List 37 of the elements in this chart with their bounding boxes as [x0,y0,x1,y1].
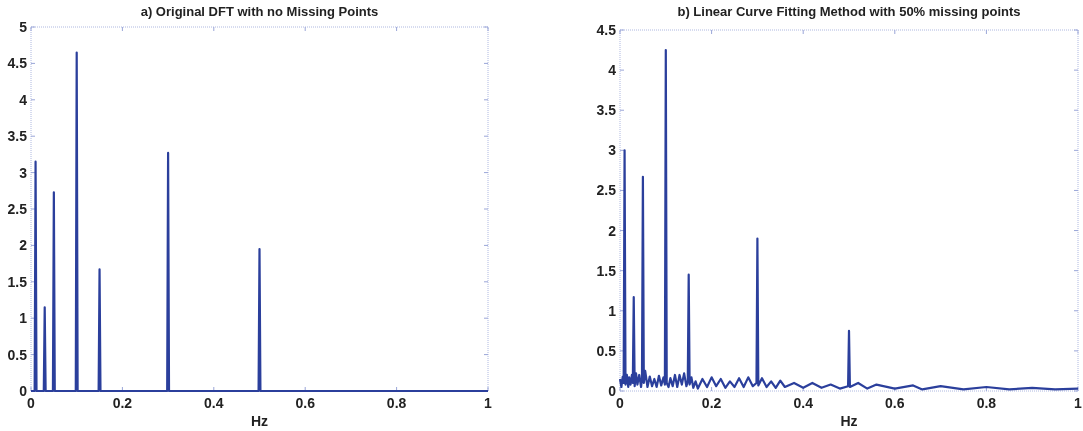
y-tick-label: 4 [608,62,617,79]
x-tick-label: 0.6 [885,395,905,411]
x-tick-label: 0.4 [204,395,224,411]
x-tick-label: 0.8 [386,395,407,411]
y-tick-label: 3 [19,164,28,181]
x-tick-label: 0.6 [295,395,316,411]
x-tick-label: 0.4 [793,395,814,411]
y-tick-label: 3.5 [596,102,617,119]
y-tick-label: 0 [19,383,28,399]
y-tick-label: 2.5 [596,182,617,199]
y-tick-label: 3 [608,142,617,159]
line-series [29,51,490,393]
y-tick-label: 5 [19,19,28,35]
y-tick-label: 4.5 [7,55,28,72]
y-tick-label: 2.5 [7,201,28,217]
x-tick-label: 1 [1074,395,1083,411]
y-tick-label: 0.5 [596,342,617,359]
x-tick-label: 1 [484,395,493,411]
x-axis-title: Hz [840,413,858,429]
y-tick-label: 0 [608,383,617,399]
y-tick-label: 1.5 [596,262,617,279]
y-tick-label: 2 [608,222,617,239]
chart-title: a) Original DFT with no Missing Points [140,4,379,19]
y-tick-label: 3.5 [7,128,28,145]
y-tick-label: 1 [19,310,28,327]
x-tick-label: 0.2 [112,395,133,411]
x-tick-label: 0.8 [976,395,997,411]
y-tick-label: 1 [608,302,617,319]
line-series [618,48,1080,391]
y-tick-label: 2 [19,237,28,254]
y-tick-label: 4.5 [596,22,617,38]
y-tick-label: 4 [19,91,28,108]
chart-title: b) Linear Curve Fitting Method with 50% missing points [677,4,1021,19]
x-tick-label: 0.2 [701,395,722,411]
y-tick-label: 1.5 [7,273,28,290]
y-tick-label: 0.5 [7,346,28,363]
x-axis-title: Hz [250,413,269,429]
